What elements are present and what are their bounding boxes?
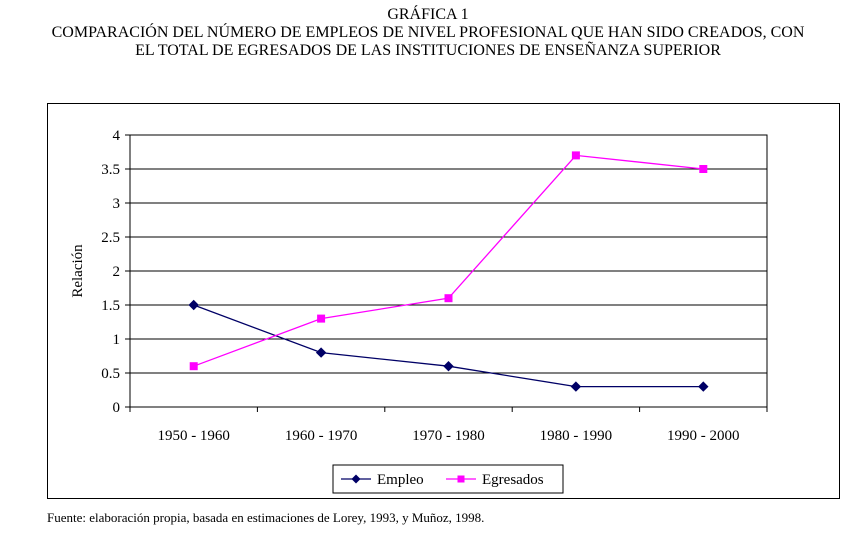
y-tick-label: 4: [113, 128, 121, 144]
chart-title-line-1: COMPARACIÓN DEL NÚMERO DE EMPLEOS DE NIV…: [51, 24, 805, 41]
y-tick-label: 0: [113, 400, 121, 416]
data-point-egresados: [571, 151, 580, 160]
legend-label: Empleo: [377, 472, 424, 488]
series-line-empleo: [193, 304, 704, 388]
y-tick-label: 1: [113, 332, 121, 348]
data-point-egresados: [699, 165, 708, 173]
y-tick-label: 0.5: [101, 366, 120, 382]
x-tick-label: 1990 - 2000: [667, 428, 740, 444]
x-tick-label: 1950 - 1960: [157, 428, 230, 444]
data-point-egresados: [189, 362, 198, 371]
x-tick-label: 1970 - 1980: [412, 428, 485, 444]
x-tick-label: 1960 - 1970: [285, 428, 358, 444]
data-point-empleo: [443, 360, 454, 372]
chart-kicker: GRÁFICA 1: [387, 6, 469, 23]
y-tick-label: 3.5: [101, 162, 120, 178]
legend-marker: [457, 475, 465, 483]
y-tick-label: 2.5: [101, 230, 120, 246]
legend-marker: [351, 474, 361, 484]
chart-title-line-2: EL TOTAL DE EGRESADOS DE LAS INSTITUCION…: [135, 42, 721, 59]
data-point-empleo: [188, 299, 199, 311]
y-tick-label: 3: [113, 196, 121, 212]
data-point-empleo: [315, 347, 327, 358]
data-point-egresados: [444, 294, 453, 303]
x-tick-label: 1980 - 1990: [540, 428, 613, 444]
data-point-empleo: [570, 381, 582, 392]
y-axis-label: Relación: [70, 244, 86, 298]
chart-frame: [47, 103, 840, 499]
chart-title-block: GRÁFICA 1 COMPARACIÓN DEL NÚMERO DE EMPL…: [0, 6, 856, 60]
data-point-egresados: [317, 314, 326, 323]
y-tick-label: 1.5: [101, 298, 120, 314]
y-tick-label: 2: [113, 264, 121, 280]
data-point-empleo: [698, 381, 709, 392]
source-note: Fuente: elaboración propia, basada en es…: [47, 510, 485, 525]
legend-label: Egresados: [482, 472, 544, 488]
series-line-egresados: [193, 154, 704, 367]
